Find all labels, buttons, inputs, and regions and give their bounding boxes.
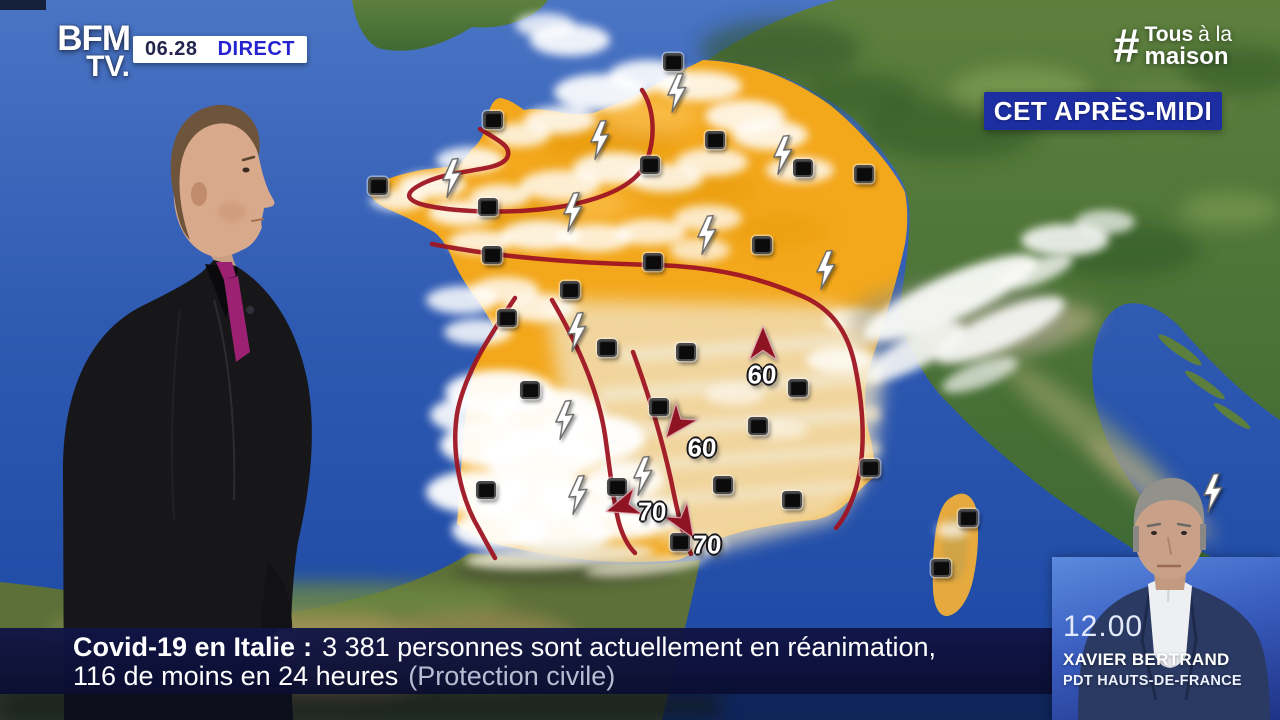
campaign-hashtag: # Tous à la maison [1113, 19, 1232, 72]
bfm-logo-line2: TV. [86, 49, 130, 83]
guest-photo [1078, 477, 1270, 720]
ticker-headline-line2: 116 de moins en 24 heures [73, 661, 399, 691]
front-line-southwest-1 [453, 295, 518, 561]
hashtag-word-tous: Tous [1144, 23, 1194, 46]
front-line-southwest-2 [549, 297, 638, 556]
hash-icon: # [1113, 19, 1140, 72]
guest-hair [1133, 477, 1205, 528]
presenter-face [173, 114, 275, 257]
ticker-line1: Covid-19 en Italie:3 381 personnes sont … [73, 633, 1280, 662]
front-line-central [429, 241, 865, 531]
clouds [370, 13, 1135, 555]
promo-text-block: 12.00 XAVIER BERTRAND PDT HAUTS-DE-FRANC… [1063, 610, 1242, 689]
mountains [455, 254, 1073, 586]
studio-edge [0, 0, 46, 10]
bfm-tv-logo: BFM TV. [48, 19, 131, 83]
live-direct-label: DIRECT [217, 38, 296, 60]
ticker-headline: 3 381 personnes sont actuellement en réa… [322, 632, 936, 662]
ticker-attribution: (Protection civile) [408, 661, 616, 691]
guest-shirt [1148, 574, 1192, 668]
guest-face [1134, 489, 1204, 579]
news-ticker: Covid-19 en Italie:3 381 personnes sont … [0, 628, 1280, 694]
time-live-box: 06.28 DIRECT [133, 36, 308, 63]
bfm-logo-line1: BFM [57, 19, 131, 58]
forecast-title-badge: CET APRÈS-MIDI [984, 92, 1222, 130]
presenter-ear [191, 182, 207, 206]
hashtag-word-maison: maison [1144, 43, 1229, 71]
hashtag-word-ala: à la [1198, 23, 1232, 46]
promo-time: 12.00 [1063, 610, 1144, 643]
presenter-tie [216, 262, 250, 362]
hashtag-line1: Tous à la [1145, 24, 1232, 45]
adriatic-islands [1158, 334, 1251, 430]
promo-guest-role: PDT HAUTS-DE-FRANCE [1063, 673, 1242, 689]
ticker-topic: Covid-19 en Italie [73, 632, 296, 662]
presenter-suit [62, 260, 312, 720]
clock-time: 06.28 [145, 38, 198, 60]
ticker-separator: : [303, 632, 313, 662]
promo-guest-name: XAVIER BERTRAND [1063, 650, 1230, 669]
ticker-line2: 116 de moins en 24 heures (Protection civ… [73, 662, 1280, 691]
england-land [352, 0, 548, 51]
